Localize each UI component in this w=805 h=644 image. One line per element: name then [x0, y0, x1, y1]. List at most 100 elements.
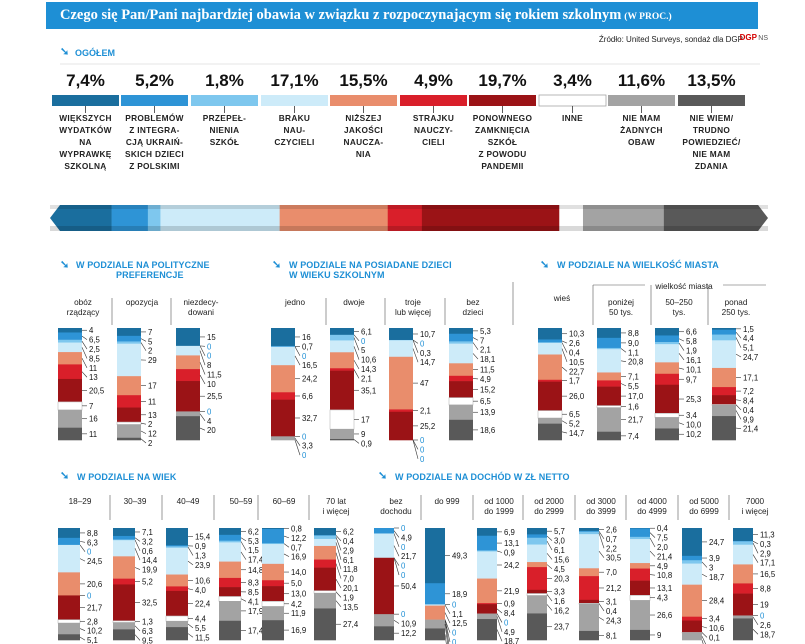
age-column-leader: [335, 542, 342, 560]
age-column-segment: [314, 535, 336, 536]
political-column-segment: [117, 395, 141, 408]
income-column-segment: [425, 628, 445, 641]
income-column-segment: [527, 544, 547, 563]
age-column-leader: [335, 579, 342, 589]
overall-bar-right-tip: [758, 205, 768, 231]
political-column-leader: [199, 427, 206, 431]
income-column-segment: [579, 630, 599, 641]
age-column-value-label: 21,7: [87, 604, 102, 613]
overall-bar-left-tip: [50, 205, 60, 231]
children-column-leader: [353, 337, 360, 351]
overall-category-label: JAKOŚCI: [344, 124, 383, 135]
income-column-value-label: 0,4: [606, 607, 618, 616]
income-column-header: dochodu: [380, 507, 412, 516]
city-column-value-label: 0,4: [743, 406, 755, 415]
overall-category-label: PRZEPEŁ-: [203, 113, 246, 123]
income-column-value-label: 3,1: [606, 598, 617, 607]
income-column-leader: [598, 603, 605, 612]
political-column-segment: [176, 369, 200, 382]
income-column-segment: [733, 541, 753, 542]
overall-category-label: Z POLSKIMI: [129, 161, 179, 171]
income-column-header: do 4999: [637, 507, 667, 516]
political-column-segment: [57, 401, 83, 411]
age-column-value-label: 6,2: [248, 527, 259, 536]
children-column-segment: [271, 365, 295, 393]
political-column-leader: [140, 430, 147, 434]
children-column-value-label: 0: [420, 436, 425, 445]
income-column-leader: [444, 619, 450, 644]
children-column-value-label: 32,7: [302, 414, 317, 423]
age-column-value-label: 6,3: [87, 538, 98, 547]
income-column-value-label: 2,0: [657, 543, 669, 552]
children-column-segment: [449, 333, 473, 342]
children-column-value-label: 47: [420, 379, 429, 388]
city-column-leader: [735, 331, 742, 339]
income-column-segment: [733, 618, 753, 641]
income-column-value-label: 0,9: [504, 548, 515, 557]
age-column-value-label: 1,9: [343, 593, 354, 602]
age-column-leader: [240, 598, 247, 602]
age-column-segment: [58, 634, 80, 641]
overall-swatch: [469, 95, 536, 106]
overall-category-label: POWIEDZIEĆ/: [682, 136, 741, 147]
political-column-value-label: 11,5: [207, 371, 222, 380]
age-column-leader: [134, 567, 141, 570]
age-column-segment: [166, 590, 188, 617]
income-column-segment: [630, 600, 650, 631]
age-column-value-label: 4,1: [248, 597, 259, 606]
city-column-leader: [620, 348, 627, 353]
city-column-segment: [538, 423, 562, 441]
political-column-value-label: 13: [89, 373, 98, 382]
income-column-leader: [393, 530, 400, 538]
political-column-segment: [176, 345, 200, 356]
city-group-label: wielkość miasta: [654, 282, 713, 291]
age-column-leader: [134, 539, 141, 551]
children-column-segment: [449, 328, 473, 335]
age-column-segment: [166, 547, 188, 575]
age-column-segment: [314, 567, 336, 592]
city-column-leader: [678, 353, 685, 361]
political-column-value-label: 20: [207, 426, 216, 435]
city-column-leader: [735, 399, 742, 401]
income-column-segment: [477, 550, 497, 552]
political-column-segment: [58, 378, 82, 403]
city-column-value-label: 6,5: [569, 410, 581, 419]
city-column-segment: [597, 386, 621, 406]
age-column-value-label: 6,2: [343, 528, 354, 537]
age-column-segment: [166, 586, 188, 592]
political-column-leader: [140, 342, 147, 351]
children-column-segment: [449, 381, 473, 398]
age-column-leader: [335, 552, 342, 570]
overall-value-label: 3,4%: [553, 71, 592, 90]
overall-value-label: 19,7%: [478, 71, 526, 90]
city-column-segment: [712, 404, 736, 417]
political-column-segment: [176, 355, 200, 370]
city-column-value-label: 21,7: [628, 416, 643, 425]
age-column-value-label: 20,1: [343, 584, 358, 593]
income-column-value-label: 4,5: [554, 565, 566, 574]
income-column-value-label: 0: [401, 543, 406, 552]
income-column-value-label: 6,9: [504, 528, 515, 537]
children-column-value-label: 0: [302, 352, 307, 361]
income-column-value-label: 12,5: [452, 619, 468, 628]
income-column-value-label: 8,1: [606, 631, 617, 640]
overall-swatch: [608, 95, 675, 106]
political-column-value-label: 20,5: [89, 386, 105, 395]
income-column-value-label: 18,9: [452, 590, 467, 599]
children-column-segment: [271, 436, 295, 441]
children-column-value-label: 15,2: [480, 385, 495, 394]
political-column-leader: [140, 438, 147, 444]
income-column-leader: [546, 535, 553, 541]
income-column-value-label: 12,2: [401, 629, 416, 638]
age-column-leader: [283, 553, 290, 557]
city-column-value-label: 1,9: [686, 347, 697, 356]
age-column-segment: [314, 559, 336, 568]
children-column-segment: [389, 356, 413, 410]
age-column-value-label: 9,5: [142, 636, 154, 644]
children-column-header: jedno: [284, 298, 305, 307]
overall-category-label: OBAW: [628, 137, 655, 147]
age-column-value-label: 10,2: [87, 627, 102, 636]
income-column-segment: [477, 613, 497, 620]
city-column-value-label: 0,4: [569, 349, 581, 358]
city-column-value-label: 9,9: [743, 415, 754, 424]
